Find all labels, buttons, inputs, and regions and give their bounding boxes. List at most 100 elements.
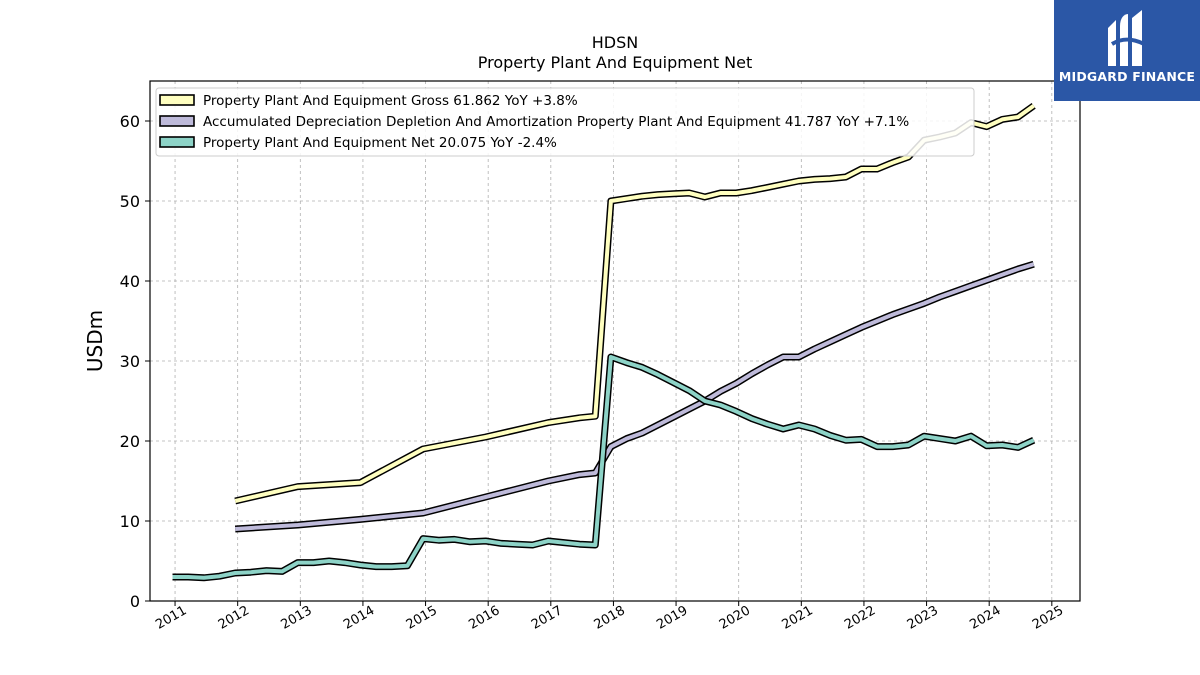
data-point	[1017, 116, 1018, 117]
data-point	[595, 544, 596, 545]
x-tick-label: 2013	[278, 603, 314, 633]
legend-swatch	[159, 115, 195, 127]
data-point	[798, 180, 799, 181]
data-point	[814, 348, 815, 349]
series-line	[172, 355, 1035, 580]
data-point	[282, 571, 283, 572]
data-point	[939, 438, 940, 439]
data-point	[610, 200, 611, 201]
legend: Property Plant And Equipment Gross 61.86…	[155, 87, 975, 157]
data-point	[830, 341, 831, 342]
data-point	[720, 391, 721, 392]
y-tick-label: 30	[120, 352, 140, 371]
data-point	[548, 540, 549, 541]
data-point	[736, 192, 737, 193]
x-tick-label: 2020	[717, 603, 753, 633]
data-point	[673, 382, 674, 383]
data-point	[235, 528, 236, 529]
data-point	[438, 540, 439, 541]
data-point	[219, 576, 220, 577]
x-tick-label: 2024	[967, 603, 1003, 633]
data-point	[767, 187, 768, 188]
data-point	[955, 440, 956, 441]
data-point	[908, 444, 909, 445]
data-point	[172, 576, 173, 577]
data-point	[720, 192, 721, 193]
data-point	[344, 562, 345, 563]
y-tick-label: 40	[120, 272, 140, 291]
data-point	[626, 362, 627, 363]
data-point	[642, 196, 643, 197]
data-point	[360, 564, 361, 565]
logo-text: MIDGARD FINANCE	[1058, 69, 1196, 84]
data-point	[642, 367, 643, 368]
y-tick-label: 20	[120, 432, 140, 451]
data-point	[313, 562, 314, 563]
data-point	[908, 308, 909, 309]
x-tick-label: 2025	[1030, 603, 1066, 633]
data-point	[1033, 264, 1034, 265]
data-point	[845, 176, 846, 177]
data-point	[783, 184, 784, 185]
legend-swatch	[159, 94, 195, 106]
data-point	[704, 400, 705, 401]
data-point	[626, 198, 627, 199]
data-point	[924, 303, 925, 304]
data-point	[861, 168, 862, 169]
data-point	[877, 320, 878, 321]
data-point	[736, 383, 737, 384]
data-point	[657, 424, 658, 425]
data-point	[986, 445, 987, 446]
data-point	[235, 572, 236, 573]
data-point	[454, 539, 455, 540]
x-tick-label: 2019	[654, 603, 690, 633]
data-point	[501, 543, 502, 544]
data-point	[986, 280, 987, 281]
data-point	[955, 291, 956, 292]
data-point	[939, 296, 940, 297]
legend-swatch	[159, 136, 195, 148]
data-point	[689, 390, 690, 391]
data-point	[610, 356, 611, 357]
x-tick-label: 2015	[404, 603, 440, 633]
data-point	[391, 566, 392, 567]
data-point	[892, 162, 893, 163]
data-point	[892, 446, 893, 447]
y-tick-label: 0	[130, 592, 140, 611]
data-point	[704, 196, 705, 197]
data-point	[751, 190, 752, 191]
x-tick-label: 2012	[216, 603, 252, 633]
data-point	[485, 496, 486, 497]
data-point	[423, 448, 424, 449]
data-point	[751, 418, 752, 419]
plot-frame	[149, 80, 1081, 602]
data-point	[830, 178, 831, 179]
data-point	[485, 436, 486, 437]
data-point	[673, 193, 674, 194]
data-point	[266, 570, 267, 571]
data-point	[970, 436, 971, 437]
x-tick-label: 2021	[779, 603, 815, 633]
data-point	[751, 373, 752, 374]
data-point	[924, 436, 925, 437]
data-point	[579, 474, 580, 475]
data-point	[423, 538, 424, 539]
data-point	[689, 192, 690, 193]
data-point	[657, 374, 658, 375]
data-point	[845, 440, 846, 441]
data-point	[877, 168, 878, 169]
data-point	[297, 486, 298, 487]
data-point	[563, 542, 564, 543]
x-tick-label: 2022	[842, 603, 878, 633]
data-point	[407, 565, 408, 566]
x-tick-label: 2023	[905, 603, 941, 633]
data-point	[532, 544, 533, 545]
data-point	[908, 156, 909, 157]
data-point	[376, 566, 377, 567]
series-line	[235, 262, 1035, 531]
series-layer	[172, 102, 1036, 582]
x-tick-label: 2017	[529, 603, 565, 633]
data-point	[297, 562, 298, 563]
legend-box	[155, 87, 975, 157]
